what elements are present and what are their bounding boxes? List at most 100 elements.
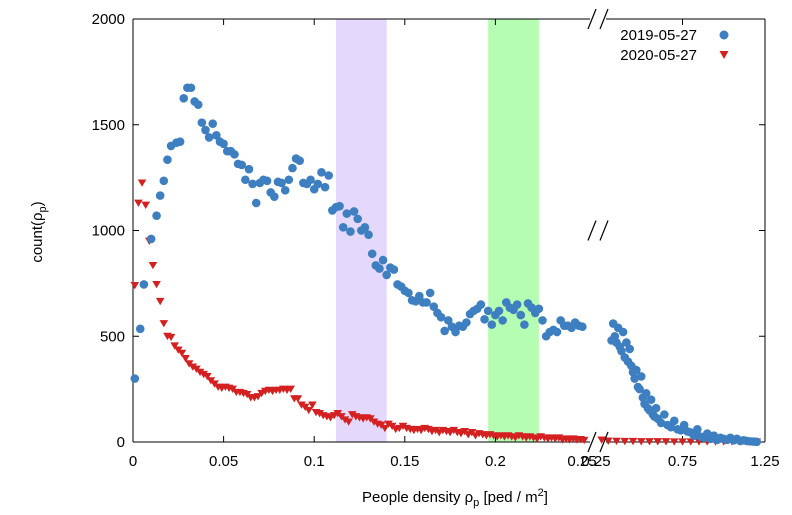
point-series2 (304, 406, 314, 415)
point-series1 (306, 175, 315, 185)
point-series1 (346, 227, 355, 236)
point-series1 (277, 178, 286, 188)
point-series2 (347, 411, 357, 419)
point-series1 (443, 316, 453, 325)
point-series1 (689, 431, 699, 440)
point-series1 (237, 160, 247, 170)
point-series2 (340, 416, 350, 424)
point-series1 (135, 324, 145, 334)
break-slash-bottom-1 (587, 431, 597, 453)
legend-label-series1: 2019-05-27 (620, 27, 697, 44)
point-series1 (201, 125, 210, 135)
point-series2 (315, 410, 324, 418)
point-series1 (186, 83, 196, 93)
point-series1 (651, 403, 661, 413)
point-series1 (520, 320, 529, 329)
point-series1 (516, 310, 526, 320)
point-series1 (476, 300, 486, 309)
break-slash-bottom-2 (599, 431, 609, 453)
point-series2 (148, 261, 158, 270)
point-series2 (424, 425, 433, 434)
point-series2 (449, 426, 459, 435)
x-tick-label: 0.05 (209, 453, 238, 470)
point-series2 (384, 420, 393, 428)
x-axis-label-unit: [ped / m (479, 489, 537, 506)
point-series2 (134, 199, 143, 207)
point-series1 (197, 118, 207, 127)
point-series1 (313, 179, 323, 189)
x-tick-label: 1.25 (750, 453, 779, 470)
point-series1 (219, 139, 228, 149)
point-series2 (669, 438, 679, 446)
point-series2 (152, 280, 161, 289)
point-series2 (155, 297, 165, 306)
point-series2 (181, 355, 190, 363)
point-series1 (636, 372, 646, 381)
y-axis-label-main: count(ρ (29, 212, 46, 262)
point-series1 (414, 291, 424, 301)
y-tick-label: 500 (100, 328, 125, 345)
point-series1 (360, 223, 370, 232)
point-series1 (622, 338, 631, 347)
point-series1 (251, 198, 261, 208)
point-series1 (295, 156, 305, 166)
point-series1 (262, 176, 272, 186)
point-series1 (152, 211, 161, 220)
x-tick-label: 0.2 (485, 453, 506, 470)
point-series1 (512, 300, 522, 309)
point-series2 (431, 426, 440, 435)
y-tick-label: 0 (117, 434, 125, 451)
point-series1 (163, 155, 172, 164)
point-series1 (353, 214, 362, 224)
y-tick-label: 2000 (92, 11, 125, 28)
point-series1 (404, 288, 413, 298)
point-series1 (367, 249, 377, 259)
point-series2 (195, 368, 205, 377)
point-series1 (375, 264, 384, 273)
point-series1 (335, 201, 344, 211)
point-series2 (380, 424, 390, 433)
point-series1 (193, 100, 203, 109)
point-series1 (494, 306, 504, 316)
point-series1 (641, 389, 651, 398)
point-series2 (253, 393, 263, 401)
point-series1 (666, 422, 676, 432)
point-series1 (534, 304, 544, 314)
point-series2 (554, 434, 564, 442)
point-series1 (630, 374, 639, 383)
legend-marker-series1 (719, 30, 729, 40)
point-series2 (369, 418, 379, 426)
point-series2 (130, 282, 140, 290)
point-series1 (342, 209, 352, 218)
break-slash-mid-2 (599, 220, 609, 241)
highlight-bands (335, 19, 539, 442)
point-series1 (155, 191, 165, 200)
point-series2 (159, 320, 169, 328)
point-series1 (284, 175, 294, 185)
point-series1 (669, 416, 679, 426)
point-series2 (645, 438, 654, 446)
legend: 2019-05-27 2020-05-27 (620, 27, 729, 64)
point-series2 (199, 370, 208, 379)
x-tick-label: 0.25 (567, 453, 596, 470)
point-series1 (425, 288, 435, 298)
point-series1 (436, 312, 446, 322)
point-series1 (660, 410, 669, 419)
x-tick-label: 0.75 (668, 453, 697, 470)
point-series2 (141, 201, 150, 209)
point-series1 (248, 179, 257, 189)
x-axis-label: People density ρp [ped / m2] (362, 487, 548, 509)
point-series2 (686, 438, 696, 446)
point-series1 (440, 326, 449, 336)
point-series1 (212, 131, 221, 140)
point-series1 (693, 425, 702, 434)
y-tick-label: 1500 (92, 117, 125, 134)
y-axis-label-close: ) (29, 201, 46, 206)
point-series1 (230, 150, 239, 159)
point-series1 (752, 437, 762, 447)
point-series2 (398, 422, 408, 431)
x-axis-label-sup: 2 (538, 487, 544, 499)
point-series1 (625, 344, 634, 354)
point-series1 (679, 420, 689, 430)
point-series1 (320, 182, 330, 192)
